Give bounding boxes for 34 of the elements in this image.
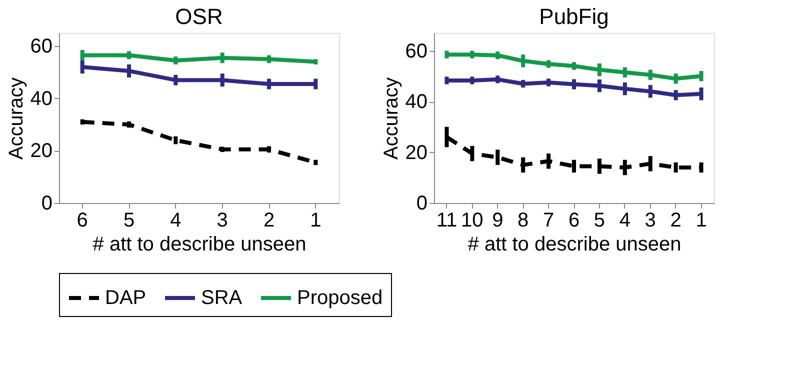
y-tick-label: 20	[405, 142, 428, 164]
chart-title: PubFig	[539, 4, 609, 29]
x-tick-label: 4	[170, 210, 182, 232]
chart-title: OSR	[175, 4, 223, 29]
x-tick-label: 5	[594, 210, 606, 232]
y-axis-title: Accuracy	[5, 77, 28, 160]
x-tick-label: 1	[310, 210, 322, 232]
x-tick-label: 3	[216, 210, 228, 232]
y-tick-label: 60	[405, 40, 428, 62]
x-tick-label: 10	[461, 210, 484, 232]
y-tick-label: 0	[416, 192, 428, 214]
x-axis-title: # att to describe unseen	[92, 234, 306, 256]
x-tick-label: 4	[619, 210, 630, 232]
x-tick-label: 6	[568, 210, 580, 232]
x-tick-label: 9	[492, 210, 504, 232]
legend-label: DAP	[105, 287, 146, 309]
x-tick-label: 7	[542, 210, 554, 232]
y-tick-label: 60	[30, 36, 52, 58]
x-tick-label: 6	[76, 210, 88, 232]
x-tick-label: 8	[518, 210, 529, 232]
x-tick-label: 11	[436, 210, 458, 232]
legend-label: Proposed	[297, 287, 383, 309]
x-tick-label: 3	[644, 210, 656, 232]
x-tick-label: 1	[696, 210, 707, 232]
y-tick-label: 40	[405, 91, 428, 114]
y-tick-label: 20	[30, 140, 52, 162]
legend-label: SRA	[201, 287, 243, 309]
y-axis-title: Accuracy	[380, 77, 402, 160]
x-tick-label: 2	[263, 210, 275, 232]
y-tick-label: 0	[41, 192, 52, 214]
x-axis-title: # att to describe unseen	[468, 234, 682, 256]
x-tick-label: 2	[670, 210, 682, 232]
x-tick-label: 5	[123, 210, 135, 232]
y-tick-label: 40	[30, 88, 52, 110]
